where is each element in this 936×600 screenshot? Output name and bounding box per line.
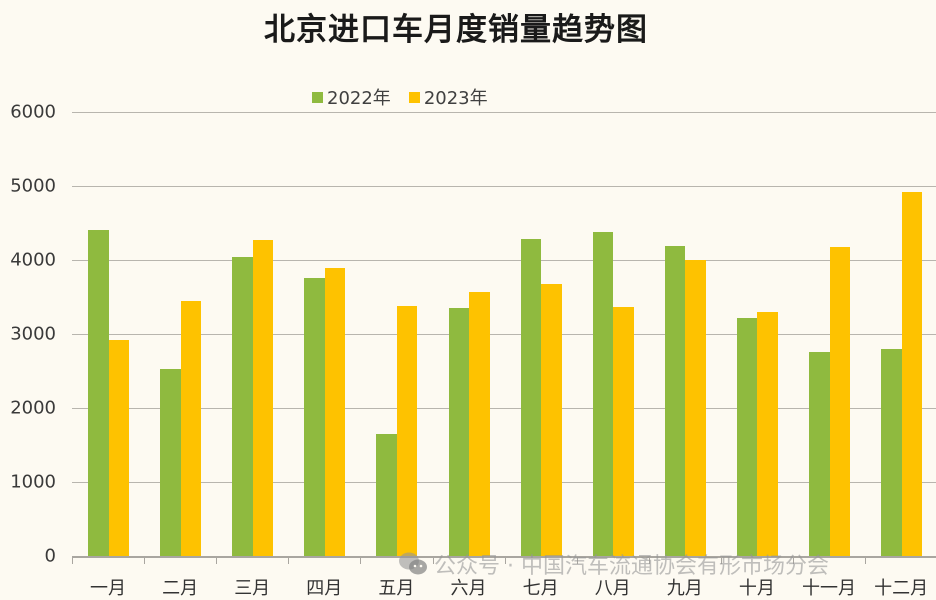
x-tick [793,556,794,564]
y-tick-label: 0 [44,545,56,567]
x-tick [432,556,434,564]
bar-2022年-十一月 [809,352,830,556]
bar-2023年-八月 [613,306,634,556]
bar-2023年-九月 [685,260,706,556]
x-tick-label: 十月 [738,578,775,599]
x-tick-label: 三月 [234,578,271,599]
bar-2023年-三月 [252,240,274,556]
bar-2023年-四月 [324,267,346,556]
bar-2022年-四月 [304,277,325,556]
watermark-text: 公众号 · 中国汽车流通协会有形市场分会 [434,554,829,579]
bar-2022年-五月 [376,434,397,556]
watermark: 公众号 · 中国汽车流通协会有形市场分会 [398,548,829,580]
x-tick [72,556,73,564]
x-tick [360,556,362,564]
bar-2023年-一月 [108,339,129,556]
x-tick-label: 九月 [666,578,703,599]
gridline [72,408,936,409]
legend-label-2023: 2023年 [423,88,488,109]
x-tick-label: 七月 [522,578,559,599]
x-tick-label: 十一月 [802,578,856,599]
bar-2022年-六月 [448,308,469,556]
x-tick-label: 二月 [162,578,199,599]
bar-2023年-六月 [469,291,490,556]
bar-2023年-七月 [541,284,562,556]
x-tick [648,556,650,564]
gridline [72,112,936,113]
x-tick-label: 五月 [378,578,415,599]
bar-2023年-十月 [757,311,778,556]
y-tick-label: 5000 [10,175,56,197]
bar-2023年-十二月 [901,191,923,556]
bar-2022年-七月 [520,238,542,556]
legend: 2022年 2023年 [312,84,488,110]
bar-2022年-九月 [664,245,686,556]
gridline [72,186,936,187]
bar-2022年-一月 [88,230,109,556]
x-tick-label: 八月 [594,578,631,599]
bar-2022年-三月 [232,257,253,556]
x-tick [288,556,290,564]
y-tick-label: 1000 [10,471,56,493]
legend-item-2022: 2022年 [312,84,391,110]
x-tick [720,556,722,564]
bar-2022年-八月 [592,232,614,556]
y-tick-label: 4000 [10,249,56,271]
bar-2023年-五月 [396,305,418,556]
x-tick [504,556,506,564]
gridline [72,482,936,483]
bar-2023年-二月 [180,300,202,556]
bar-2022年-二月 [160,369,181,556]
gridline [72,260,936,261]
bar-2022年-十月 [736,318,758,556]
bar-2022年-十二月 [881,348,902,556]
x-tick-label: 六月 [450,578,487,599]
chart-title: 北京进口车月度销量趋势图 [264,12,648,48]
x-tick [144,556,146,564]
gridline [72,334,936,335]
legend-label-2022: 2022年 [327,88,391,109]
x-tick [865,556,867,564]
x-tick-label: 十二月 [874,578,929,599]
x-axis [72,556,936,558]
bar-2023年-十一月 [829,246,850,556]
wechat-icon [399,552,427,575]
legend-swatch-2023 [408,91,420,103]
x-tick [216,556,218,564]
y-tick-label: 6000 [10,101,56,123]
legend-swatch-2022 [312,91,323,103]
y-tick-label: 3000 [10,323,56,345]
x-tick [576,556,578,564]
x-tick-label: 四月 [306,578,343,599]
legend-item-2023: 2023年 [408,84,488,110]
y-tick-label: 2000 [10,397,56,419]
x-tick-label: 一月 [90,578,126,599]
